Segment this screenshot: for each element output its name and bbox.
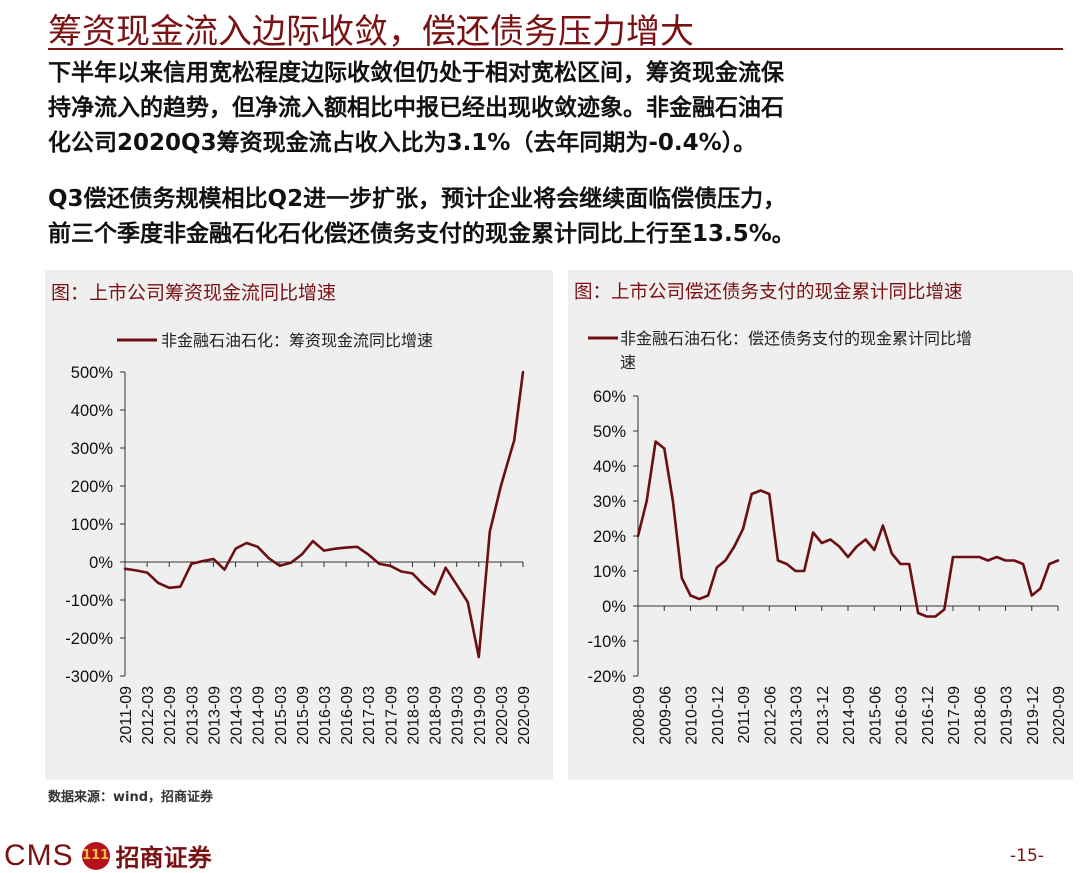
y-tick-label: 60% — [593, 388, 626, 406]
series-line — [636, 440, 1060, 618]
x-tick-label: 2013-03 — [789, 686, 806, 745]
x-tick-label: 2016-12 — [920, 686, 937, 745]
page-title: 筹资现金流入边际收敛，偿还债务压力增大 — [48, 12, 694, 52]
title-rule — [48, 48, 1063, 50]
chart-title: 图：上市公司偿还债务支付的现金累计同比增速 — [574, 282, 963, 303]
x-tick-label: 2012-03 — [140, 686, 157, 745]
chart-panel-financing-cashflow: 图：上市公司筹资现金流同比增速 非金融石油石化：筹资现金流同比增速 500% 400… — [45, 270, 553, 780]
x-tick-label: 2017-03 — [361, 686, 378, 745]
x-tick-label: 2020-03 — [494, 686, 511, 745]
x-tick-label: 2011-09 — [736, 686, 753, 744]
x-tick-label: 2015-03 — [273, 686, 290, 745]
y-tick-label: 20% — [593, 528, 626, 546]
y-tick-label: 50% — [593, 423, 626, 441]
y-tick-label: -300% — [65, 668, 113, 686]
x-tick-label: 2016-09 — [339, 686, 356, 745]
x-tick-label: 2013-09 — [206, 686, 223, 745]
x-tick-label: 2011-09 — [118, 686, 135, 744]
y-tick-label: 500% — [71, 364, 114, 382]
x-tick-label: 2018-06 — [972, 686, 989, 745]
x-tick-label: 2013-03 — [184, 686, 201, 745]
x-tick-label: 2019-03 — [450, 686, 467, 745]
x-tick-label: 2018-09 — [428, 686, 445, 745]
x-tick-label: 2017-09 — [946, 686, 963, 745]
y-tick-label: -200% — [65, 630, 113, 648]
paragraph-line: 下半年以来信用宽松程度边际收敛但仍处于相对宽松区间，筹资现金流保 — [48, 60, 784, 86]
x-tick-label: 2020-09 — [1051, 686, 1068, 745]
x-tick-label: 2014-09 — [251, 686, 268, 745]
paragraph-line: 持净流入的趋势，但净流入额相比中报已经出现收敛迹象。非金融石油石 — [48, 95, 784, 121]
x-tick-label: 2012-06 — [762, 686, 779, 745]
x-tick-label: 2016-03 — [894, 686, 911, 745]
data-source-note: 数据来源：wind，招商证券 — [48, 790, 214, 805]
x-tick-label: 2010-12 — [710, 686, 727, 745]
x-tick-label: 2013-12 — [815, 686, 832, 745]
x-tick-label: 2012-09 — [162, 686, 179, 745]
debt-repayment-chart: 非金融石油石化：偿还债务支付的现金累计同比增速 60% 50% 40% 30% 20% 10… — [587, 329, 1068, 745]
legend-label: 速 — [620, 353, 636, 372]
page-number: -15- — [1010, 846, 1044, 866]
x-tick-label: 2015-06 — [867, 686, 884, 745]
y-tick-label: 0% — [602, 598, 626, 616]
x-tick-label: 2014-09 — [841, 686, 858, 745]
x-tick-label: 2010-03 — [684, 686, 701, 745]
y-tick-label: 40% — [593, 458, 626, 476]
y-tick-label: 10% — [593, 563, 626, 581]
x-tick-label: 2019-03 — [999, 686, 1016, 745]
paragraph-line: 化公司2020Q3筹资现金流占收入比为3.1%（去年同期为-0.4%）。 — [48, 130, 757, 156]
y-tick-label: -100% — [65, 592, 113, 610]
x-tick-label: 2008-09 — [631, 686, 648, 745]
x-tick-label: 2020-09 — [516, 686, 533, 745]
x-tick-label: 2016-03 — [317, 686, 334, 745]
brand-name: 招商证券 — [115, 843, 212, 872]
paragraph-line: Q3偿还债务规模相比Q2进一步扩张，预计企业将会继续面临偿债压力， — [48, 186, 787, 212]
x-tick-label: 2019-09 — [472, 686, 489, 745]
x-tick-label: 2014-03 — [229, 686, 246, 745]
x-tick-label: 2017-09 — [383, 686, 400, 745]
x-tick-label: 2019-12 — [1025, 686, 1042, 745]
series-line — [123, 370, 525, 659]
chart-panel-debt-repayment: 图：上市公司偿还债务支付的现金累计同比增速 非金融石油石化：偿还债务支付的现金累… — [568, 270, 1073, 780]
summary-paragraph-1: 下半年以来信用宽松程度边际收敛但仍处于相对宽松区间，筹资现金流保 持净流入的趋势… — [48, 56, 1058, 161]
y-tick-label: 300% — [71, 440, 114, 458]
y-tick-label: -10% — [587, 633, 626, 651]
x-tick-label: 2009-06 — [657, 686, 674, 745]
brand-logo-icon: 111 — [81, 841, 110, 870]
y-tick-label: 30% — [593, 493, 626, 511]
summary-paragraph-2: Q3偿还债务规模相比Q2进一步扩张，预计企业将会继续面临偿债压力， 前三个季度非… — [48, 182, 1058, 252]
chart-title: 图：上市公司筹资现金流同比增速 — [51, 282, 337, 304]
footer-logo: CMS 111 招商证券 — [4, 838, 212, 873]
financing-cashflow-chart: 非金融石油石化：筹资现金流同比增速 500% 400% 300% 200% 100% 0% -… — [65, 331, 533, 745]
y-tick-label: 0% — [89, 554, 113, 572]
y-tick-label: 200% — [71, 478, 114, 496]
x-tick-label: 2018-03 — [405, 686, 422, 745]
x-tick-label: 2015-09 — [295, 686, 312, 745]
y-tick-label: -20% — [587, 668, 626, 686]
paragraph-line: 前三个季度非金融石化石化偿还债务支付的现金累计同比上行至13.5%。 — [48, 221, 795, 247]
y-tick-label: 400% — [71, 402, 114, 420]
legend-label: 非金融石油石化：筹资现金流同比增速 — [161, 331, 433, 350]
cms-logo-text: CMS — [4, 838, 74, 872]
y-tick-label: 100% — [71, 516, 114, 534]
legend-label: 非金融石油石化：偿还债务支付的现金累计同比增 — [620, 329, 972, 348]
